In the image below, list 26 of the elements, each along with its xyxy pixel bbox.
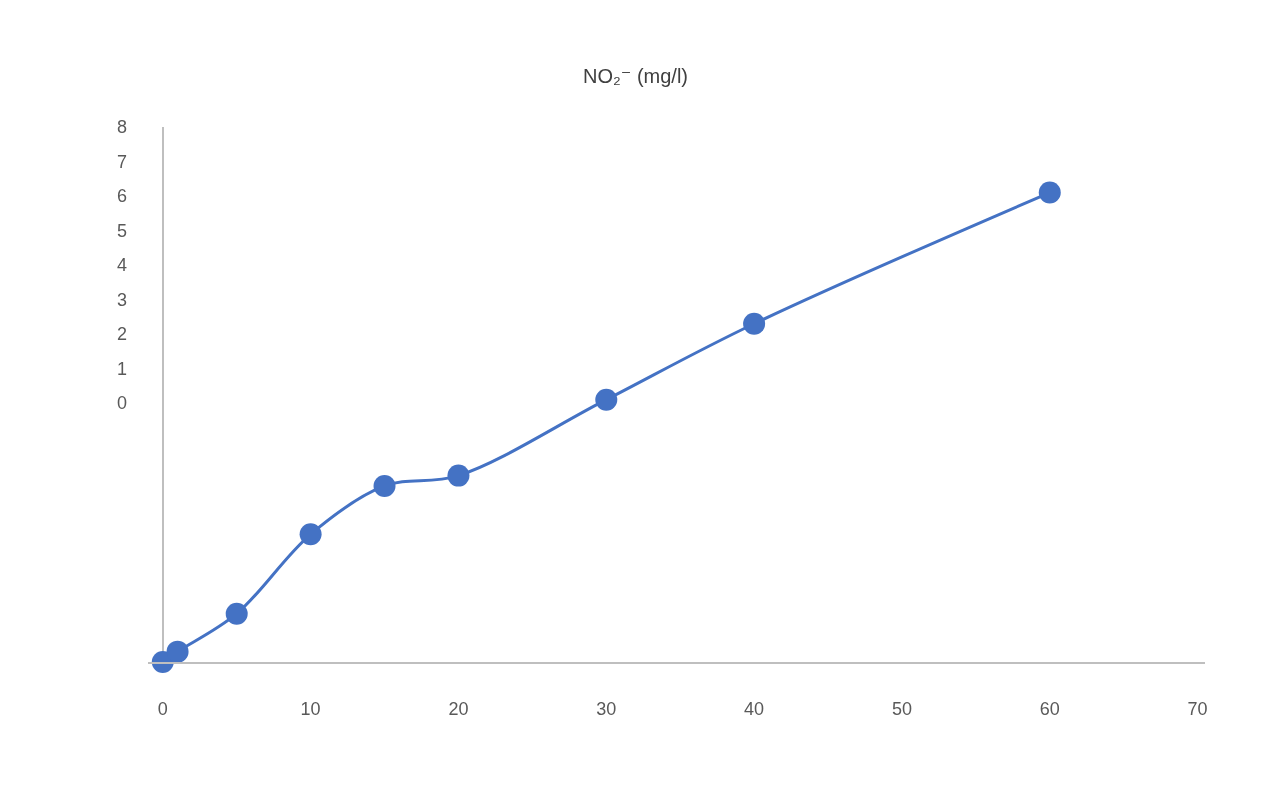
point xyxy=(166,640,189,663)
point xyxy=(447,464,470,487)
x-tick-label: 0 xyxy=(157,699,168,720)
y-tick-label: 6 xyxy=(116,186,127,207)
x-tick-label: 20 xyxy=(448,699,469,720)
chart-title: NO₂⁻ (mg/l) xyxy=(583,64,688,87)
y-tick-label: 2 xyxy=(116,324,127,345)
point xyxy=(299,523,322,546)
point xyxy=(1038,181,1061,204)
point xyxy=(743,312,766,335)
y-tick-label: 3 xyxy=(116,289,127,310)
y-tick-label: 8 xyxy=(116,117,127,138)
point xyxy=(225,602,248,625)
y-tick-label: 0 xyxy=(116,393,127,414)
x-tick-label: 70 xyxy=(1187,699,1208,720)
y-tick-label: 5 xyxy=(116,220,127,241)
x-tick-label: 50 xyxy=(891,699,912,720)
y-tick-label: 4 xyxy=(116,255,127,276)
x-tick-label: 10 xyxy=(300,699,321,720)
point xyxy=(595,388,618,411)
x-tick-label: 40 xyxy=(744,699,765,720)
x-tick-label: 30 xyxy=(596,699,617,720)
point xyxy=(373,474,396,497)
y-tick-label: 1 xyxy=(116,358,127,379)
x-tick-label: 60 xyxy=(1039,699,1060,720)
y-tick-label: 7 xyxy=(116,151,127,172)
